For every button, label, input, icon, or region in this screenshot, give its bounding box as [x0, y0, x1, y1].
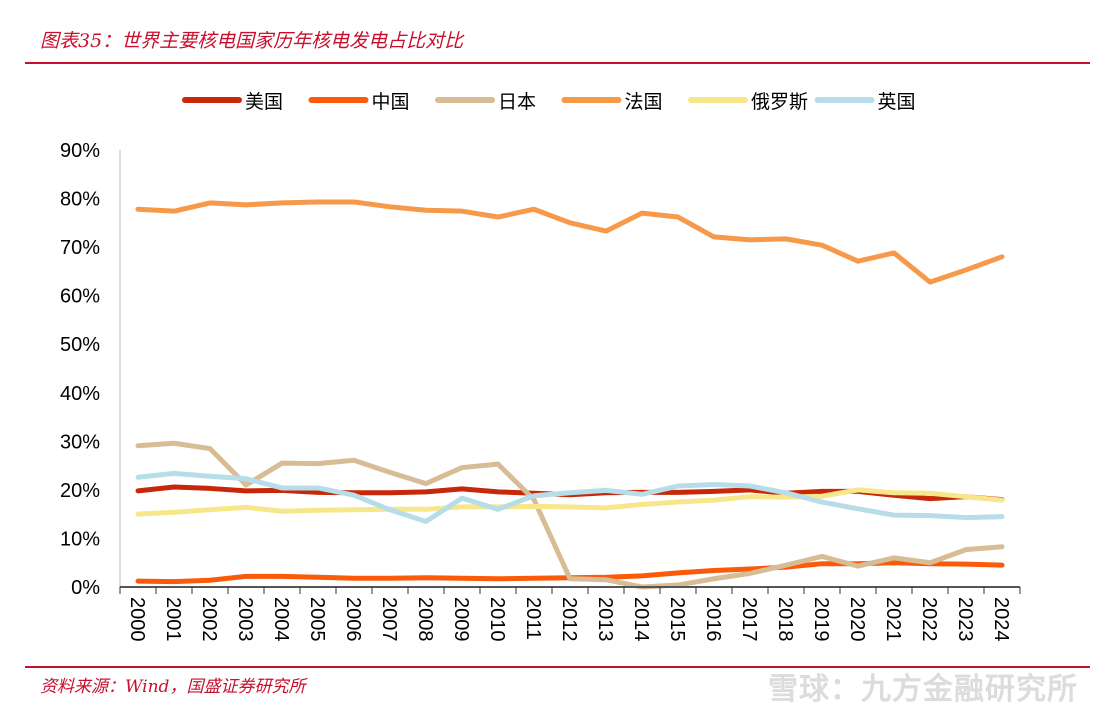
x-tick-label: 2003	[234, 597, 256, 642]
y-tick-label: 70%	[60, 237, 100, 259]
x-tick-label: 2007	[378, 597, 400, 642]
legend-label: 中国	[372, 91, 410, 113]
x-tick-label: 2012	[558, 597, 580, 642]
x-tick-label: 2004	[270, 597, 292, 642]
y-tick-label: 0%	[71, 577, 100, 599]
x-tick-label: 2022	[918, 597, 940, 642]
x-tick-label: 2021	[882, 597, 904, 642]
x-tick-label: 2019	[810, 597, 832, 642]
x-tick-label: 2020	[846, 597, 868, 642]
x-tick-label: 2005	[306, 597, 328, 642]
x-tick-label: 2015	[666, 597, 688, 642]
x-tick-label: 2010	[486, 597, 508, 642]
series-line-5	[135, 470, 1005, 524]
x-tick-label: 2018	[774, 597, 796, 642]
title-divider	[25, 62, 1090, 64]
x-tick-label: 2014	[630, 597, 652, 642]
y-tick-label: 20%	[60, 480, 100, 502]
y-tick-label: 50%	[60, 334, 100, 356]
x-tick-label: 2023	[954, 597, 976, 642]
legend-label: 英国	[878, 91, 916, 113]
x-tick-label: 2000	[126, 597, 148, 642]
chart-title: 图表35：世界主要核电国家历年核电发电占比对比	[40, 30, 464, 52]
footer-divider	[25, 666, 1090, 668]
x-tick-label: 2017	[738, 597, 760, 642]
y-tick-label: 60%	[60, 286, 100, 308]
x-tick-label: 2011	[522, 597, 544, 640]
x-tick-label: 2024	[990, 597, 1012, 642]
x-tick-label: 2006	[342, 597, 364, 642]
x-tick-label: 2013	[594, 597, 616, 642]
y-tick-label: 90%	[60, 140, 100, 162]
legend-label: 日本	[498, 91, 536, 113]
series-line-3	[135, 199, 1005, 285]
x-tick-label: 2002	[198, 597, 220, 642]
legend-label: 法国	[625, 91, 663, 113]
legend-label: 美国	[245, 91, 283, 113]
watermark: 雪球：九方金融研究所	[768, 672, 1078, 707]
x-tick-label: 2009	[450, 597, 472, 642]
y-tick-label: 30%	[60, 431, 100, 453]
y-tick-label: 10%	[60, 528, 100, 550]
x-tick-label: 2008	[414, 597, 436, 642]
source-note: 资料来源：Wind，国盛证券研究所	[40, 677, 306, 697]
y-tick-label: 80%	[60, 189, 100, 211]
x-tick-label: 2001	[162, 597, 184, 642]
x-tick-label: 2016	[702, 597, 724, 642]
legend-label: 俄罗斯	[751, 91, 808, 113]
y-tick-label: 40%	[60, 383, 100, 405]
